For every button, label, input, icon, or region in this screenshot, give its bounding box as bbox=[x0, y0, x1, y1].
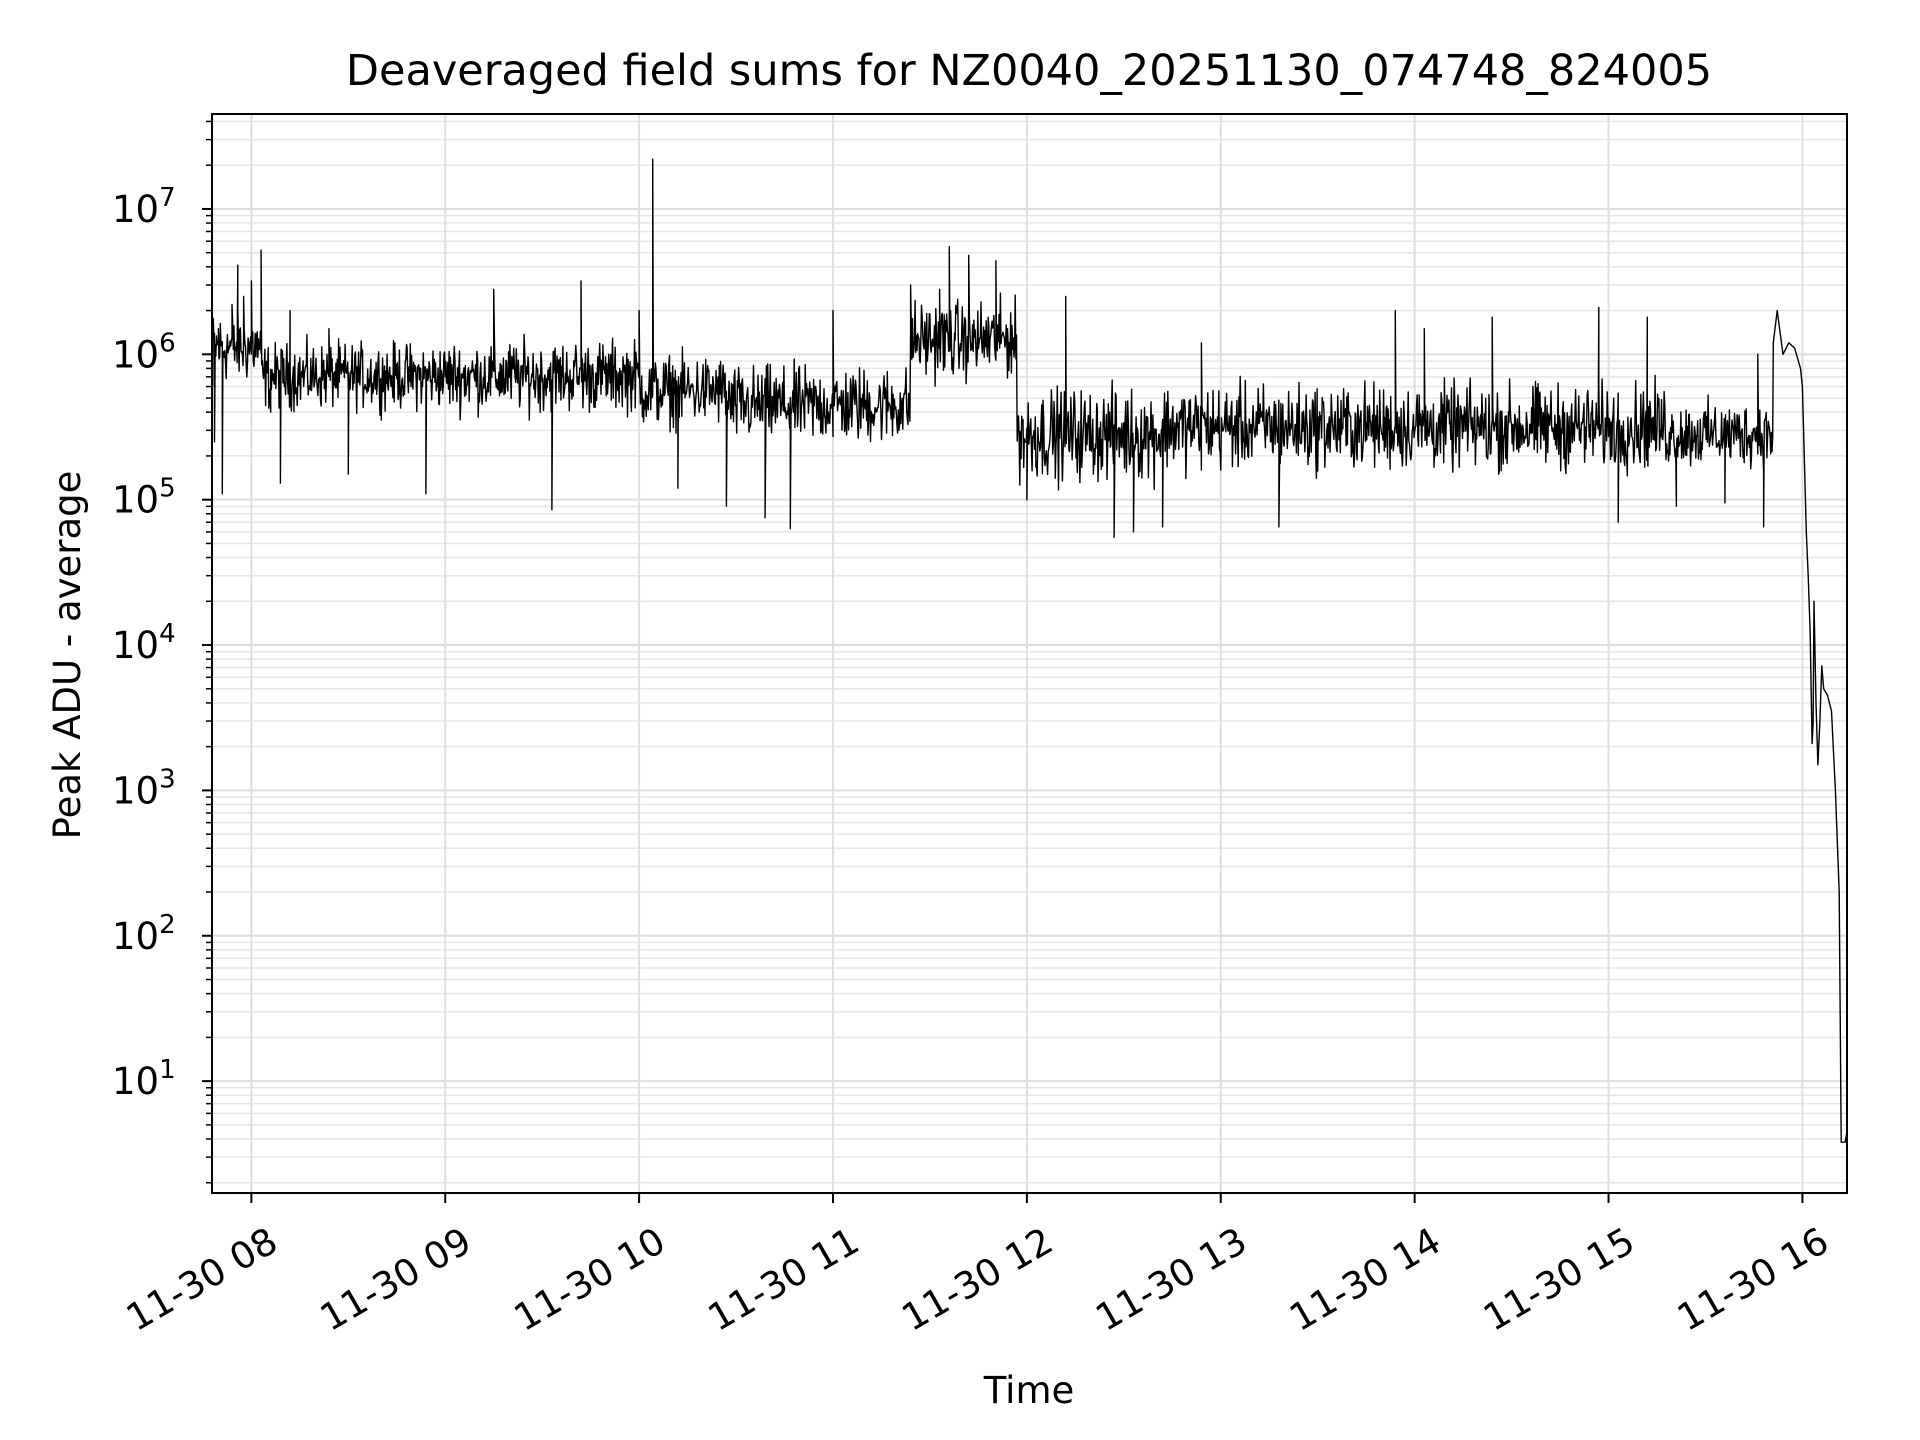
y-tick-label: 103 bbox=[112, 764, 176, 812]
plot-background bbox=[212, 114, 1847, 1193]
plot-frame bbox=[211, 113, 1848, 1194]
y-tick-label: 106 bbox=[112, 328, 176, 376]
y-axis-label: Peak ADU - average bbox=[46, 471, 89, 840]
chart-title: Deaveraged field sums for NZ0040_2025113… bbox=[346, 46, 1712, 96]
x-axis-label: Time bbox=[983, 1369, 1075, 1412]
y-tick-label: 101 bbox=[112, 1055, 176, 1103]
y-tick-label: 105 bbox=[112, 474, 176, 522]
data-series-line bbox=[211, 158, 1848, 1143]
y-tick-label: 107 bbox=[112, 183, 176, 231]
y-tick-label: 102 bbox=[112, 910, 176, 958]
plot-area bbox=[211, 113, 1848, 1194]
y-axis: 101 102 103 104 105 106 107 bbox=[112, 120, 212, 1184]
y-tick-label: 104 bbox=[112, 619, 176, 667]
grid-major bbox=[212, 114, 1847, 1193]
grid-minor bbox=[212, 120, 1847, 1184]
